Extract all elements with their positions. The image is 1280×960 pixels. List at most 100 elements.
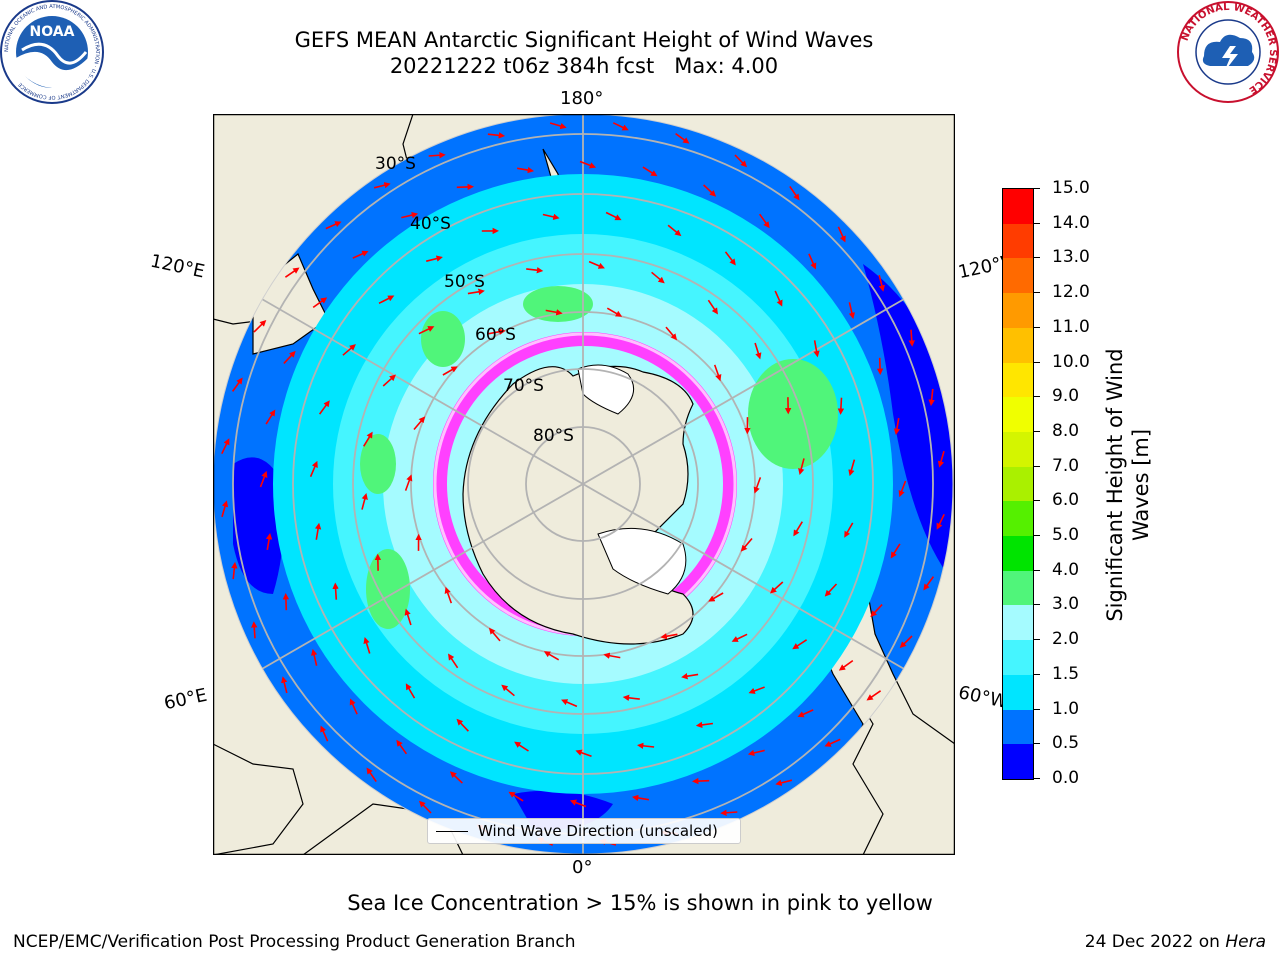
map-legend: Wind Wave Direction (unscaled) [427,818,741,844]
wind-arrow [748,686,765,694]
wind-arrow [824,583,838,597]
colorbar-tick [1034,708,1040,710]
wind-arrow [695,721,714,729]
colorbar-tick [1034,604,1040,606]
colorbar-segment [1003,639,1033,675]
wind-arrow [508,791,524,802]
wind-arrow [526,267,544,274]
wind-arrow [231,561,238,580]
colorbar-segment [1003,257,1033,294]
wind-arrow [876,357,884,375]
ross-ice-shelf [577,364,635,415]
wind-arrow [418,326,435,335]
wind-arrow [637,742,655,750]
wind-arrow [444,586,453,604]
wind-arrow [543,651,560,661]
wind-arrow [253,319,267,333]
wind-arrow [332,582,339,600]
wind-arrow [442,366,458,376]
wind-arrow [569,799,587,808]
wind-arrow [579,160,597,169]
wind-arrow [740,537,753,552]
colorbar-tick-label: 2.0 [1052,629,1080,650]
wind-arrow [797,709,814,718]
wind-arrow [798,458,805,475]
wind-arrow [870,604,883,618]
wind-arrow [221,500,229,518]
colorbar-tick-label: 0.5 [1052,733,1080,754]
wind-arrow [936,513,945,530]
wind-arrow [837,397,845,415]
sea-ice-note: Sea Ice Concentration > 15% is shown in … [347,891,933,915]
colorbar-tick [1034,361,1040,363]
wind-arrow [281,676,288,694]
wind-arrow [312,297,328,309]
wind-arrow [542,213,560,221]
wind-arrow [665,326,678,341]
wind-arrow [813,340,820,358]
wind-arrow [878,274,885,292]
colorbar-tick-label: 4.0 [1052,559,1080,580]
wind-arrow [792,639,808,650]
colorbar-tick-label: 9.0 [1052,386,1080,407]
wind-arrow [467,288,485,295]
wind-arrow [231,377,243,392]
wind-arrow [428,152,446,159]
wind-arrow [707,299,718,315]
wind-arrow [363,431,373,447]
wind-arrow [405,683,416,699]
colorbar-tick-label: 0.0 [1052,768,1080,788]
wind-arrow [396,739,408,755]
wind-arrow [753,477,762,494]
colorbar-tick [1034,257,1040,259]
wind-arrow [606,307,623,317]
wind-arrow [928,388,935,407]
wind-arrow [893,417,901,436]
colorbar-tick [1034,743,1040,745]
wind-arrow [692,777,710,785]
wind-arrow [708,592,724,602]
ocean-band-0-west [233,457,285,594]
wind-arrow [259,470,268,488]
lon-label-180: 180° [560,88,604,109]
wind-arrow [937,450,945,468]
colorbar-segment [1003,604,1033,641]
wind-arrow [221,438,230,455]
wind-arrow [642,166,658,177]
graticule [213,114,953,854]
footer-host: Hera [1225,932,1266,952]
wind-arrow [824,738,841,747]
lat-label-30s: 30°S [375,154,416,174]
wind-arrow [703,184,717,197]
wind-arrow [265,532,273,551]
wind-arrow [923,576,935,591]
lat-label-80s: 80°S [533,426,574,446]
colorbar-segment [1003,674,1033,710]
colorbar-tick [1034,188,1040,189]
wind-arrow [378,295,395,305]
wind-arrow [713,364,722,382]
colorbar-segment [1003,535,1033,571]
wind-arrow [837,226,846,243]
wind-arrow [318,400,330,415]
colorbar-tick-label: 6.0 [1052,490,1080,511]
wind-arrow [382,374,396,387]
colorbar-segment [1003,743,1033,779]
svg-text:NOAA: NOAA [30,24,75,40]
wind-arrow [404,474,413,491]
lon-label-0: 0° [572,857,593,878]
lon-label-120e: 120°E [148,250,207,283]
colorbar-tick [1034,500,1040,502]
wind-arrow [404,608,412,626]
colorbar-tick-label: 10.0 [1052,351,1090,372]
wind-arrow [349,698,358,715]
wind-arrow [487,132,506,139]
chart-title: GEFS MEAN Antarctic Significant Height o… [294,28,874,52]
wind-arrow [775,779,793,786]
wind-arrow [681,673,699,680]
wind-arrow [320,725,329,742]
wind-arrow [516,166,535,174]
colorbar-segment [1003,396,1033,432]
colorbar [1002,188,1034,780]
ocean-band-5-patches [360,286,838,629]
